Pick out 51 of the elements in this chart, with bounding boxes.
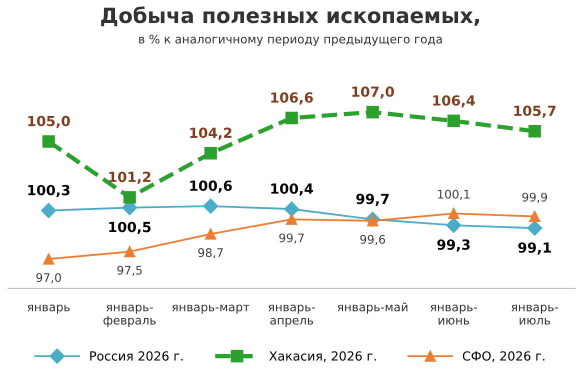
x-tick-label: январь- июль [511,304,558,325]
data-label: 99,6 [360,234,386,246]
legend-label: СФО, 2026 г. [462,351,544,362]
data-label: 99,7 [279,233,304,244]
point [205,228,216,240]
data-label: 100,3 [28,184,70,198]
x-tick-label: январь- апрель [268,304,315,327]
point [124,246,136,258]
point [41,202,56,218]
chart-title: Добыча полезных ископаемых, [101,6,479,26]
data-label: 99,9 [522,192,547,203]
legend-label: Россия 2026 г. [90,351,183,361]
point [529,210,540,222]
data-label: 100,6 [190,180,232,193]
data-label: 99,7 [356,194,389,206]
point [284,202,300,217]
x-tick-label: январь [28,304,70,314]
point [447,114,460,128]
data-label: 97,5 [117,266,142,276]
data-label: 104,2 [190,128,232,140]
point [366,106,379,118]
point [527,220,542,236]
point [43,253,54,265]
x-tick-label: январь- февраль [104,304,156,327]
point [286,214,298,225]
data-label: 106,6 [271,92,313,105]
point [285,112,298,124]
chart-subtitle: в % к аналогичному периоду предыдущего года [139,34,442,46]
point [528,124,541,138]
point [123,191,136,204]
data-label: 99,3 [437,239,470,252]
x-tick-label: январь-март [172,304,250,314]
data-label: 100,1 [438,190,470,200]
point [42,135,55,148]
data-label: 99,1 [518,242,551,255]
data-label: 107,0 [352,86,394,99]
point [446,218,462,233]
data-label: 97,0 [36,273,61,284]
data-label: 101,2 [109,172,150,184]
data-label: 105,7 [514,106,556,118]
point [204,146,217,160]
data-label: 100,4 [271,183,313,196]
data-label: 106,4 [433,95,476,108]
x-tick-label: январь-май [338,302,408,314]
legend-label: Хакасия, 2026 г. [269,351,376,362]
x-tick-label: январь- июнь [430,304,477,325]
point [448,208,460,220]
data-label: 98,7 [198,248,223,258]
data-label: 105,0 [28,116,70,128]
point [203,198,218,214]
data-label: 100,5 [109,222,151,234]
